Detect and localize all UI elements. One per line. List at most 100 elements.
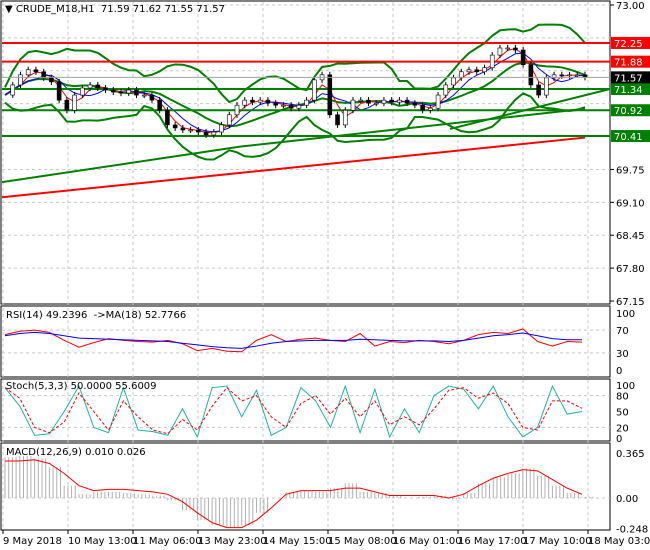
stoch-main-line — [4, 384, 583, 439]
pane-frame — [0, 378, 611, 442]
level-label: 70.92 — [614, 106, 643, 117]
bull-candle — [428, 107, 433, 111]
stoch-signal-line — [4, 386, 583, 435]
bull-candle — [80, 87, 85, 96]
bear-candle — [335, 114, 340, 126]
macd-title: MACD(12,26,9) 0.010 0.026 — [6, 447, 146, 458]
bull-candle — [551, 74, 557, 79]
bull-candle — [451, 77, 456, 86]
rsi-tick-label: 0 — [616, 366, 622, 377]
bear-candle — [56, 81, 62, 101]
bear-candle — [366, 99, 371, 104]
long-ma-line — [1, 136, 586, 199]
bull-candle — [381, 99, 387, 104]
low: 71.55 — [164, 4, 194, 15]
bull-candle — [281, 104, 286, 107]
price-tick-label: 69.10 — [616, 198, 645, 209]
bull-candle — [567, 74, 572, 77]
bull-candle — [10, 84, 16, 96]
time-axis-label: 16 May 01:00 — [393, 536, 462, 547]
bear-candle — [288, 104, 294, 109]
stoch-title: Stoch(5,3,3) 50.0000 55.6009 — [6, 381, 157, 392]
bull-candle — [25, 69, 31, 76]
price-tick-label: 73.00 — [616, 1, 645, 12]
trend-line — [449, 88, 611, 130]
bear-candle — [412, 102, 418, 106]
bear-candle — [41, 71, 46, 79]
long-green-ma — [1, 107, 586, 184]
bear-candle — [536, 84, 541, 96]
bear-candle — [172, 124, 178, 129]
bear-candle — [180, 127, 186, 131]
bear-candle — [389, 99, 394, 103]
high: 71.62 — [132, 4, 162, 15]
bear-candle — [103, 87, 108, 91]
bull-candle — [397, 99, 402, 103]
ma-slow — [4, 52, 586, 133]
bull-candle — [497, 47, 503, 56]
bear-candle — [559, 74, 565, 77]
pane-frame — [0, 0, 611, 305]
bull-candle — [72, 94, 77, 111]
pane-frame — [0, 305, 611, 378]
current-price-label: 71.57 — [614, 73, 643, 84]
bull-candle — [18, 74, 23, 86]
price-tick-label: 67.15 — [616, 297, 645, 308]
stoch-tick-label: 80 — [616, 392, 629, 403]
bull-candle — [435, 94, 441, 109]
bull-candle — [242, 99, 248, 106]
dropdown-triangle-icon[interactable]: ▼ — [5, 4, 16, 15]
macd-tick-label: 0.365 — [616, 449, 645, 460]
bear-candle — [273, 102, 278, 106]
bull-candle — [505, 47, 510, 50]
bull-candle — [482, 67, 487, 73]
bear-candle — [203, 131, 209, 136]
macd-tick-label: -0.248 — [616, 525, 648, 536]
level-label-box — [611, 82, 650, 95]
time-axis-label: 10 May 13:00 — [68, 536, 137, 547]
bull-candle — [188, 129, 193, 132]
bull-candle — [296, 104, 302, 109]
symbol: CRUDE_M18,H1 — [15, 4, 95, 15]
bear-candle — [157, 99, 162, 111]
time-axis-label: 16 May 17:00 — [458, 536, 527, 547]
rsi-line — [4, 328, 583, 353]
stoch-tick-label: 0 — [616, 434, 622, 445]
macd-signal-line — [5, 459, 583, 529]
bull-candle — [304, 99, 309, 106]
time-axis-label: 17 May 10:00 — [523, 536, 592, 547]
level-label: 70.41 — [614, 132, 643, 143]
bear-candle — [64, 99, 70, 111]
rsi-ma-line — [4, 331, 582, 349]
rsi-tick-label: 100 — [616, 309, 635, 320]
time-axis-label: 15 May 08:00 — [328, 536, 397, 547]
level-label-box — [611, 55, 650, 68]
bull-candle — [126, 89, 132, 94]
bear-candle — [520, 49, 526, 66]
bull-candle — [358, 99, 364, 102]
bull-candle — [234, 104, 240, 116]
bull-candle — [466, 69, 472, 73]
bollinger-lower — [4, 92, 586, 161]
bull-candle — [544, 77, 549, 96]
bull-candle — [574, 74, 580, 77]
pane-frame — [0, 442, 611, 531]
time-axis-label: 11 May 06:00 — [133, 536, 202, 547]
bear-candle — [165, 109, 170, 126]
time-axis-label: 14 May 15:00 — [263, 536, 332, 547]
chart-header: ▼ CRUDE_M18,H1 71.59 71.62 71.55 71.57 — [5, 4, 225, 15]
price-tick-label: 69.75 — [616, 165, 645, 176]
stoch-tick-label: 50 — [616, 408, 629, 419]
bear-candle — [265, 99, 271, 104]
bull-candle — [350, 99, 356, 111]
level-label-box — [611, 104, 650, 117]
stoch-tick-label: 100 — [616, 381, 635, 392]
bear-candle — [513, 47, 518, 51]
bear-candle — [420, 104, 425, 111]
bear-candle — [149, 94, 155, 101]
rsi-tick-label: 30 — [616, 349, 629, 360]
macd-tick-label: 0.00 — [616, 494, 638, 505]
bull-candle — [87, 84, 93, 89]
